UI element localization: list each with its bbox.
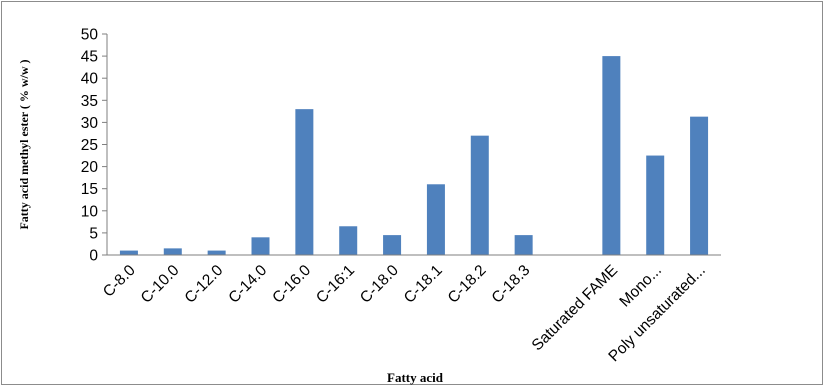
y-tick-label: 10 xyxy=(81,203,99,220)
bar xyxy=(602,56,621,255)
bar xyxy=(339,226,358,255)
bar xyxy=(426,184,445,255)
bar xyxy=(119,250,138,255)
y-tick-label: 35 xyxy=(81,93,98,110)
x-tick-label: C-12.0 xyxy=(182,262,227,307)
x-tick-label: C-16:1 xyxy=(313,262,358,307)
x-tick-label: C-10.0 xyxy=(138,262,183,307)
y-tick-label: 30 xyxy=(81,115,99,132)
bar xyxy=(383,235,402,255)
x-ticks-group: C-8.0C-10.0C-12.0C-14.0C-16.0C-16:1C-18.… xyxy=(100,262,709,366)
bar xyxy=(251,237,270,255)
y-ticks-group: 0 5 10 15 20 25 30 35 40 45 50 xyxy=(81,27,107,265)
axes-group xyxy=(106,34,721,256)
y-tick-label: 25 xyxy=(81,137,98,154)
x-axis-title: Fatty acid xyxy=(387,370,444,385)
bar xyxy=(470,135,489,255)
x-tick-label: Saturated FAME xyxy=(529,262,621,354)
bar xyxy=(514,235,533,255)
y-tick-label: 15 xyxy=(81,181,98,198)
x-tick-label: C-18.0 xyxy=(357,262,402,307)
bar xyxy=(690,116,709,256)
x-tick-label: C-18.3 xyxy=(489,262,534,307)
x-tick-label: C-16.0 xyxy=(269,262,314,307)
y-tick-label: 45 xyxy=(81,49,98,66)
bar xyxy=(163,248,182,255)
y-axis-title: Fatty acid methyl ester ( % w/w ) xyxy=(17,59,31,229)
bars-group xyxy=(119,56,709,256)
y-tick-label: 0 xyxy=(89,248,98,265)
x-tick-label: C-18.1 xyxy=(401,262,446,307)
y-tick-label: 5 xyxy=(89,225,98,242)
x-tick-label: C-18.2 xyxy=(445,262,490,307)
y-tick-label: 20 xyxy=(81,159,99,176)
y-tick-label: 50 xyxy=(81,27,99,44)
bar xyxy=(207,250,226,255)
x-tick-label: C-14.0 xyxy=(225,262,270,307)
y-tick-label: 40 xyxy=(81,71,99,88)
bar xyxy=(646,155,665,255)
x-tick-label: C-8.0 xyxy=(100,262,139,301)
bar xyxy=(295,109,314,255)
